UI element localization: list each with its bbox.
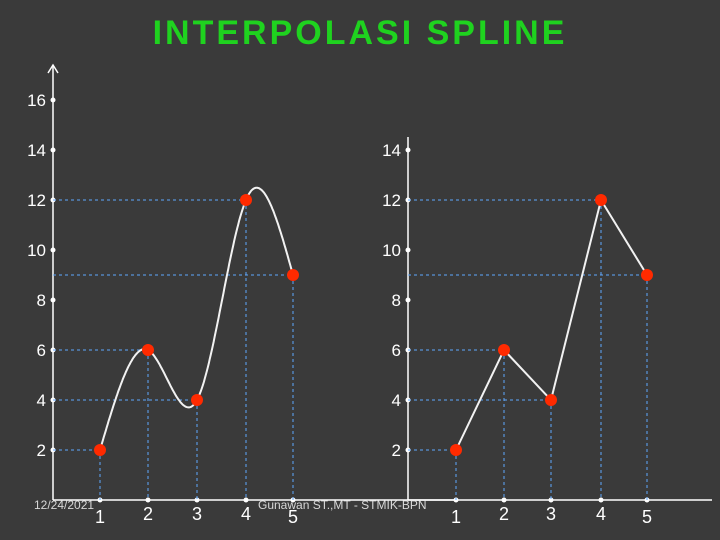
data-point bbox=[450, 444, 462, 456]
y-tick-marker bbox=[405, 297, 411, 303]
data-point bbox=[641, 269, 653, 281]
x-tick-label: 3 bbox=[192, 504, 202, 524]
footer-author: Gunawan ST.,MT - STMIK-BPN bbox=[258, 498, 427, 512]
y-tick-label: 2 bbox=[37, 441, 46, 460]
y-tick-label: 12 bbox=[27, 191, 46, 210]
y-axis-arrow bbox=[47, 63, 59, 74]
data-point bbox=[595, 194, 607, 206]
y-tick-label: 8 bbox=[37, 291, 46, 310]
x-tick-marker bbox=[548, 497, 554, 503]
x-tick-marker bbox=[598, 497, 604, 503]
y-tick-label: 14 bbox=[382, 141, 401, 160]
data-point bbox=[287, 269, 299, 281]
y-tick-label: 12 bbox=[382, 191, 401, 210]
y-tick-label: 10 bbox=[27, 241, 46, 260]
x-tick-marker bbox=[243, 497, 249, 503]
data-point bbox=[498, 344, 510, 356]
data-point bbox=[240, 194, 252, 206]
x-tick-label: 5 bbox=[642, 507, 652, 527]
x-tick-label: 2 bbox=[143, 504, 153, 524]
y-tick-label: 16 bbox=[27, 91, 46, 110]
x-tick-label: 2 bbox=[499, 504, 509, 524]
data-point bbox=[191, 394, 203, 406]
y-tick-marker bbox=[405, 247, 411, 253]
y-tick-marker bbox=[50, 297, 56, 303]
footer-date: 12/24/2021 bbox=[34, 498, 94, 512]
y-tick-label: 8 bbox=[392, 291, 401, 310]
y-tick-label: 14 bbox=[27, 141, 46, 160]
y-tick-label: 4 bbox=[392, 391, 401, 410]
x-tick-label: 4 bbox=[241, 504, 251, 524]
data-point bbox=[94, 444, 106, 456]
data-point bbox=[545, 394, 557, 406]
x-tick-label: 5 bbox=[288, 507, 298, 527]
y-tick-label: 6 bbox=[392, 341, 401, 360]
x-tick-label: 4 bbox=[596, 504, 606, 524]
y-tick-label: 10 bbox=[382, 241, 401, 260]
x-tick-label: 3 bbox=[546, 504, 556, 524]
y-tick-marker bbox=[50, 247, 56, 253]
y-tick-marker bbox=[50, 97, 56, 103]
y-tick-marker bbox=[405, 147, 411, 153]
y-tick-label: 6 bbox=[37, 341, 46, 360]
y-tick-marker bbox=[50, 147, 56, 153]
x-tick-label: 1 bbox=[95, 507, 105, 527]
x-tick-marker bbox=[145, 497, 151, 503]
slide-title: INTERPOLASI SPLINE bbox=[152, 14, 568, 52]
interpolation-curve bbox=[99, 186, 294, 451]
x-tick-marker bbox=[501, 497, 507, 503]
data-point bbox=[142, 344, 154, 356]
y-tick-label: 2 bbox=[392, 441, 401, 460]
y-tick-label: 4 bbox=[37, 391, 46, 410]
x-tick-marker bbox=[194, 497, 200, 503]
x-tick-label: 1 bbox=[451, 507, 461, 527]
